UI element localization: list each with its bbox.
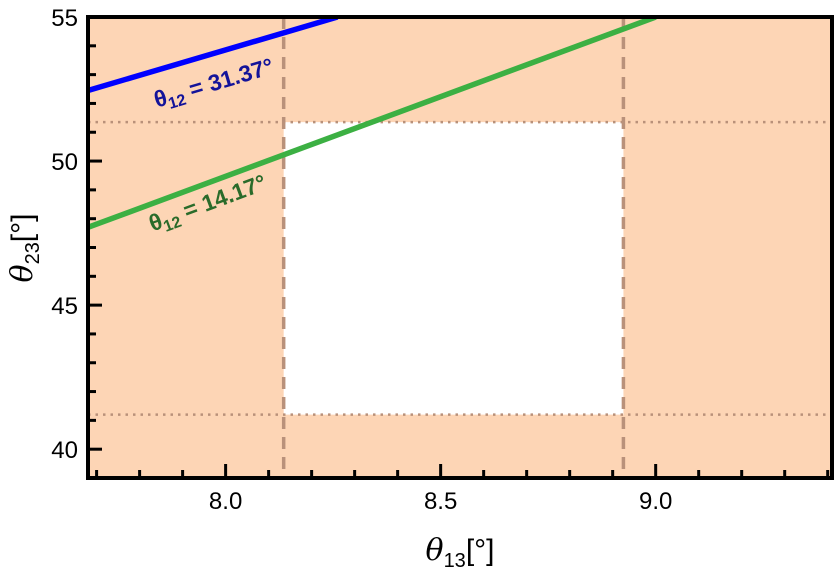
y-axis-symbol: θ: [5, 264, 40, 282]
x-tick-label: 8.5: [424, 488, 457, 515]
y-axis-title: θ23[°]: [5, 214, 44, 283]
series-label-subscript: 12: [161, 214, 184, 236]
y-tick-label: 40: [51, 437, 78, 464]
x-axis-symbol: θ: [426, 533, 444, 568]
series-line-2: [88, 17, 657, 230]
allowed-region: [283, 122, 624, 415]
x-axis-unit: [°]: [466, 534, 495, 567]
series-label-subscript: 12: [166, 92, 188, 113]
y-axis-unit: [°]: [6, 214, 39, 243]
x-axis-title: θ13[°]: [426, 533, 495, 569]
x-tick-label: 8.0: [209, 488, 242, 515]
y-tick-label: 55: [51, 5, 78, 32]
x-tick-label: 9.0: [639, 488, 672, 515]
y-axis-subscript: 23: [22, 242, 44, 264]
x-axis-subscript: 13: [444, 550, 466, 569]
y-tick-label: 45: [51, 293, 78, 320]
series-line-1: [88, 17, 339, 94]
y-tick-label: 50: [51, 149, 78, 176]
